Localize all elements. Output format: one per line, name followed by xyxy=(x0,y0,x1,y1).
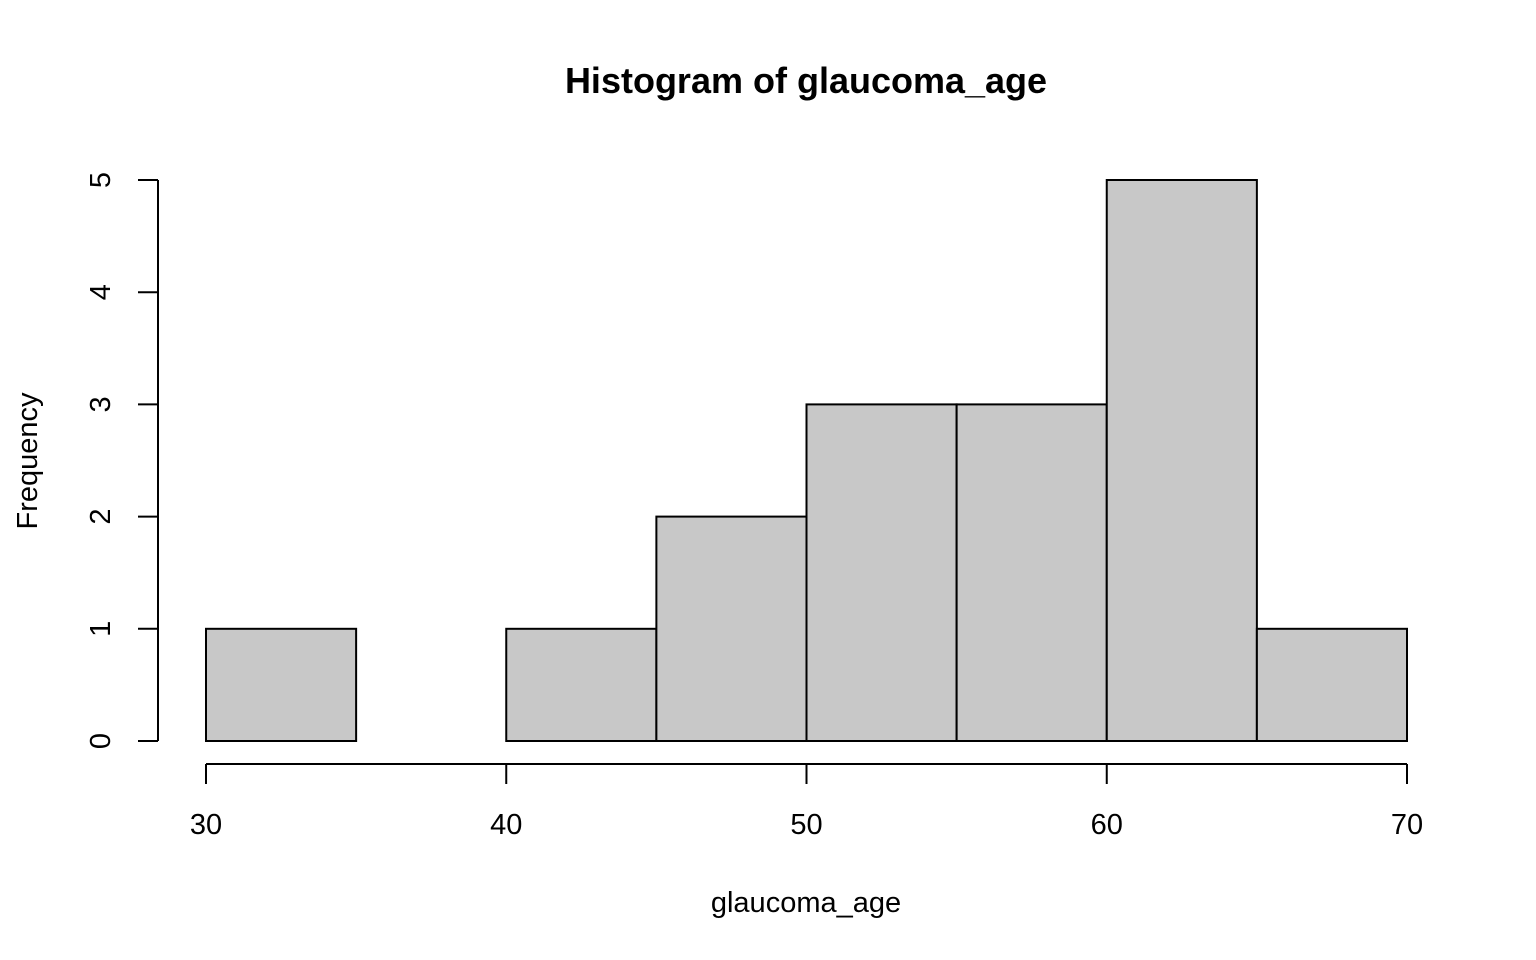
histogram-bar xyxy=(1255,627,1408,742)
y-tick-label: 0 xyxy=(85,733,117,749)
y-tick-label: 4 xyxy=(85,284,117,300)
y-tick-label: 3 xyxy=(85,396,117,412)
x-tick-label: 60 xyxy=(1091,809,1123,841)
histogram-bars xyxy=(205,179,1408,742)
histogram-bar xyxy=(805,403,958,742)
y-tick-label: 5 xyxy=(85,172,117,188)
x-tick-label: 50 xyxy=(790,809,822,841)
x-axis-label: glaucoma_age xyxy=(711,887,901,919)
histogram-bar xyxy=(205,627,358,742)
chart-title: Histogram of glaucoma_age xyxy=(565,60,1047,101)
histogram-bar xyxy=(505,627,658,742)
y-tick-label: 2 xyxy=(85,509,117,525)
histogram-bar xyxy=(1105,179,1258,742)
y-axis-label: Frequency xyxy=(12,392,44,530)
histogram-bar xyxy=(655,515,808,742)
x-tick-label: 40 xyxy=(490,809,522,841)
x-tick-label: 70 xyxy=(1391,809,1423,841)
x-axis: 30 40 50 60 70 xyxy=(190,763,1423,841)
y-axis: 0 1 2 3 4 5 xyxy=(85,172,159,749)
x-tick-label: 30 xyxy=(190,809,222,841)
histogram-bar xyxy=(955,403,1108,742)
y-tick-label: 1 xyxy=(85,621,117,637)
